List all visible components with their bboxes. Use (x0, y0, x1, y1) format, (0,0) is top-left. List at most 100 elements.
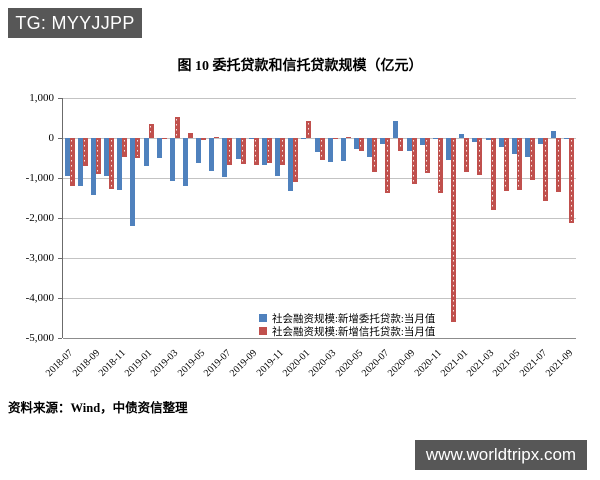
bar-trust-loan (529, 138, 535, 180)
x-tick-label: 2021-03 (465, 347, 497, 379)
bar-trust-loan (451, 138, 457, 323)
y-axis-tick (58, 138, 62, 139)
bar-entrusted-loan (353, 138, 359, 149)
bar-trust-loan (424, 138, 430, 173)
x-tick-label: 2020-11 (412, 347, 444, 379)
bar-trust-loan (253, 138, 259, 165)
bar-entrusted-loan (472, 138, 478, 142)
bar-pattern (281, 140, 283, 163)
bar-pattern (452, 140, 454, 321)
bar-entrusted-loan (459, 134, 465, 138)
telegram-watermark-label: TG: MYYJJPP (15, 12, 135, 33)
bar-entrusted-loan (564, 138, 570, 139)
bar-trust-loan (306, 120, 312, 138)
bar-trust-loan (214, 137, 220, 139)
bar-trust-loan (385, 138, 391, 193)
bar-trust-loan (556, 138, 562, 193)
bar-pattern (84, 140, 86, 164)
x-tick-label: 2018-11 (96, 347, 129, 379)
x-tick-label: 2020-01 (280, 347, 313, 379)
bar-pattern (399, 140, 401, 149)
bar-trust-loan (240, 138, 246, 165)
y-tick-label: -5,000 (25, 332, 54, 344)
x-tick-label: 2019-01 (123, 347, 155, 379)
gridline (63, 298, 576, 299)
bar-entrusted-loan (498, 138, 504, 147)
bar-entrusted-loan (130, 138, 136, 227)
chart-title: 图 10 委托贷款和信托贷款规模（亿元） (177, 59, 423, 74)
bar-pattern (360, 140, 362, 150)
gridline (63, 218, 576, 219)
bar-entrusted-loan (169, 138, 175, 181)
legend: 社会融资规模:新增委托贷款:当月值 社会融资规模:新增信托贷款:当月值 (259, 312, 435, 338)
x-tick-label: 2021-05 (491, 347, 523, 379)
bar-entrusted-loan (511, 138, 517, 155)
bar-pattern (242, 140, 244, 163)
gridline (63, 338, 576, 339)
y-tick-label: -1,000 (25, 172, 54, 184)
bar-entrusted-loan (432, 138, 438, 140)
bar-trust-loan (148, 124, 154, 138)
bar-pattern (557, 140, 559, 191)
bar-entrusted-loan (90, 138, 96, 196)
bar-trust-loan (227, 138, 233, 166)
x-tick-label: 2019-05 (175, 347, 207, 379)
bar-trust-loan (398, 138, 404, 151)
bar-trust-loan (372, 138, 378, 173)
gridline (63, 178, 576, 179)
bar-trust-loan (569, 138, 575, 224)
bar-pattern (505, 140, 507, 190)
bar-entrusted-loan (380, 138, 386, 145)
bar-trust-loan (109, 138, 115, 189)
y-tick-label: 0 (48, 132, 55, 144)
bar-trust-loan (358, 138, 364, 152)
bar-entrusted-loan (77, 138, 83, 187)
legend-swatch-blue-icon (259, 314, 267, 322)
bar-pattern (478, 140, 480, 174)
bar-pattern (426, 140, 428, 171)
y-tick-label: 1,000 (29, 92, 54, 104)
bar-trust-loan (201, 138, 207, 141)
bar-trust-loan (464, 138, 470, 172)
bar-trust-loan (161, 138, 167, 140)
bar-entrusted-loan (327, 138, 333, 162)
bar-entrusted-loan (393, 121, 399, 138)
bar-trust-loan (503, 138, 509, 192)
x-tick-label: 2018-09 (70, 347, 102, 379)
bar-entrusted-loan (248, 138, 254, 139)
bar-trust-loan (490, 138, 496, 210)
bar-entrusted-loan (117, 138, 123, 191)
bar-entrusted-loan (209, 138, 215, 172)
bar-entrusted-loan (156, 138, 162, 159)
y-axis-tick (58, 338, 62, 339)
x-tick-label: 2021-09 (543, 347, 576, 379)
bar-trust-loan (293, 138, 299, 182)
bar-entrusted-loan (196, 138, 202, 164)
bar-pattern (176, 118, 178, 136)
bar-entrusted-loan (314, 138, 320, 153)
y-axis-tick (58, 298, 62, 299)
bar-trust-loan (95, 138, 101, 175)
bar-pattern (268, 140, 270, 161)
bar-trust-loan (280, 138, 286, 165)
bar-entrusted-loan (288, 138, 294, 191)
source-note: 资料来源：Wind，中债资信整理 (8, 401, 188, 415)
bar-entrusted-loan (104, 138, 110, 176)
bar-trust-loan (437, 138, 443, 194)
bar-entrusted-loan (485, 138, 491, 140)
bar-pattern (294, 140, 296, 180)
bar-entrusted-loan (419, 138, 425, 145)
y-tick-label: -4,000 (25, 292, 54, 304)
x-tick-label: 2018-07 (44, 347, 76, 379)
bar-pattern (321, 140, 322, 158)
bar-trust-loan (477, 138, 483, 176)
bar-trust-loan (82, 138, 88, 166)
bar-entrusted-loan (340, 138, 346, 162)
website-watermark-label: www.worldtripx.com (425, 445, 577, 464)
x-tick-label: 2020-05 (333, 347, 365, 379)
bar-trust-loan (69, 138, 75, 186)
x-tick-label: 2021-01 (438, 347, 471, 379)
bar-trust-loan (122, 138, 128, 157)
bar-pattern (544, 140, 546, 199)
